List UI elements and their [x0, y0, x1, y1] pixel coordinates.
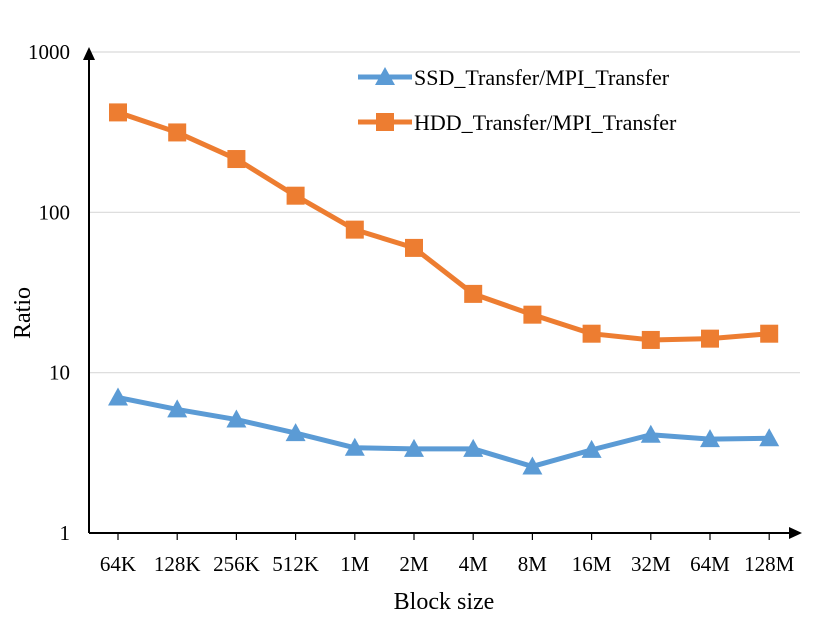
data-point-1-128K: [167, 399, 188, 418]
x-tick-label-16M: 16M: [572, 552, 612, 576]
x-axis-title: Block size: [394, 589, 495, 615]
data-point-1-8M: [522, 456, 543, 475]
series-1: [108, 387, 780, 475]
data-point-2-64M: [701, 329, 719, 348]
data-point-1-32M: [640, 424, 661, 443]
data-point-1-512K: [285, 423, 306, 442]
gridlines: [89, 51, 800, 374]
y-tick-label-100: 100: [39, 200, 71, 224]
x-tick-label-8M: 8M: [518, 552, 548, 576]
x-tick-label-64M: 64M: [690, 552, 730, 576]
x-tick-label-1M: 1M: [340, 552, 370, 576]
data-point-1-1M: [344, 437, 365, 456]
x-axis-arrow-icon: [789, 527, 802, 539]
x-tick-labels: 64K 128K 256K 512K 1M 2M 4M 8M 16M 32M 64M 128M: [100, 533, 795, 576]
data-point-2-128M: [760, 324, 779, 343]
data-point-1-4M: [463, 438, 484, 457]
data-point-2-128K: [168, 123, 187, 142]
data-point-2-16M: [582, 324, 601, 343]
y-axis-title: Ratio: [10, 287, 36, 339]
series-2: [109, 103, 779, 349]
y-axis-arrow-icon: [83, 47, 95, 60]
y-tick-label-10: 10: [49, 361, 70, 385]
data-point-1-16M: [581, 439, 602, 458]
series-layer: [108, 103, 780, 475]
legend-marker-1: [375, 67, 395, 85]
data-point-2-8M: [523, 305, 542, 324]
series-line-1: [117, 395, 770, 469]
data-point-1-128M: [759, 428, 780, 447]
legend-label-1: SSD_Transfer/MPI_Transfer: [414, 65, 670, 90]
data-point-1-256K: [226, 409, 247, 428]
y-tick-label-1000: 1000: [28, 40, 70, 64]
data-point-2-2M: [405, 238, 423, 257]
x-tick-label-128K: 128K: [154, 552, 201, 576]
x-tick-label-128M: 128M: [744, 552, 795, 576]
data-point-1-64M: [700, 429, 720, 448]
data-point-1-64K: [108, 387, 128, 406]
data-point-1-2M: [404, 438, 424, 457]
data-point-2-64K: [109, 103, 127, 122]
x-tick-label-32M: 32M: [631, 552, 671, 576]
x-tick-label-4M: 4M: [459, 552, 489, 576]
legend-label-2: HDD_Transfer/MPI_Transfer: [414, 110, 677, 135]
legend: SSD_Transfer/MPI_Transfer HDD_Transfer/MP…: [358, 65, 677, 135]
data-point-2-32M: [641, 330, 660, 349]
data-point-2-1M: [345, 220, 364, 239]
legend-entry-2: HDD_Transfer/MPI_Transfer: [358, 110, 677, 135]
series-line-2: [117, 110, 770, 343]
data-point-2-4M: [464, 284, 483, 303]
x-tick-label-256K: 256K: [213, 552, 260, 576]
legend-entry-1: SSD_Transfer/MPI_Transfer: [358, 65, 670, 90]
y-tick-labels: 1 10 100 1000: [28, 40, 70, 545]
data-point-2-256K: [227, 150, 246, 169]
axes: [83, 47, 802, 539]
x-tick-label-64K: 64K: [100, 552, 136, 576]
legend-marker-2: [376, 113, 394, 131]
x-tick-label-512K: 512K: [272, 552, 319, 576]
y-tick-label-1: 1: [60, 521, 71, 545]
x-tick-label-2M: 2M: [399, 552, 429, 576]
data-point-2-512K: [286, 186, 305, 205]
